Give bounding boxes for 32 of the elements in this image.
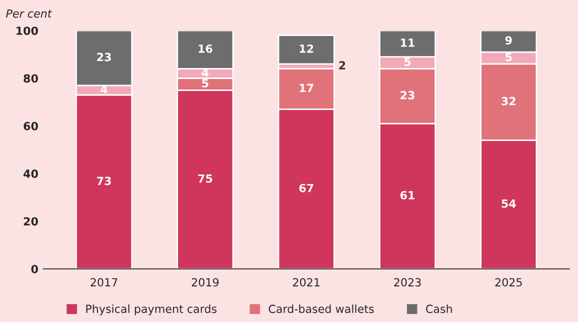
legend-label: Cash <box>426 304 452 314</box>
y-tick-label: 20 <box>24 217 38 226</box>
data-label: 12 <box>300 44 314 53</box>
legend-label: Card-based wallets <box>268 304 374 314</box>
legend-label: Physical payment cards <box>86 304 217 316</box>
data-label: 67 <box>299 184 314 192</box>
data-label: 11 <box>401 38 414 47</box>
data-label: 5 <box>506 52 512 62</box>
x-tick-label: 2023 <box>394 278 421 286</box>
data-label: 61 <box>400 191 414 200</box>
data-label: 23 <box>400 90 414 100</box>
x-tick-label: 2025 <box>495 278 522 286</box>
data-label: 23 <box>97 52 111 62</box>
x-tick-label: 2019 <box>192 278 219 286</box>
y-tick-label: 0 <box>31 264 38 274</box>
y-tick-label: 80 <box>24 74 38 83</box>
data-label: 32 <box>502 96 516 106</box>
data-label: 5 <box>202 79 208 88</box>
data-label: 75 <box>198 174 212 183</box>
x-tick-label: 2021 <box>293 278 320 286</box>
data-label: 2 <box>339 61 346 70</box>
y-tick-label: 40 <box>24 170 38 178</box>
y-tick-label: 60 <box>24 122 38 130</box>
data-label: 5 <box>404 58 411 66</box>
y-tick-label: 100 <box>16 26 38 35</box>
data-label: 17 <box>300 84 314 92</box>
x-tick-label: 2017 <box>90 278 118 286</box>
data-label: 9 <box>505 36 512 45</box>
data-label: 73 <box>97 176 111 186</box>
y-axis-title: Per cent <box>6 9 52 18</box>
data-label: 16 <box>198 44 212 53</box>
data-label: 54 <box>502 200 516 208</box>
